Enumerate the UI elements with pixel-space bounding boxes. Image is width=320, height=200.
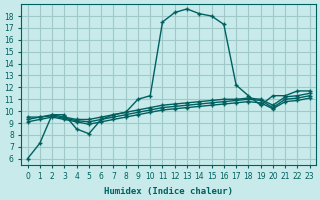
X-axis label: Humidex (Indice chaleur): Humidex (Indice chaleur) <box>104 187 233 196</box>
